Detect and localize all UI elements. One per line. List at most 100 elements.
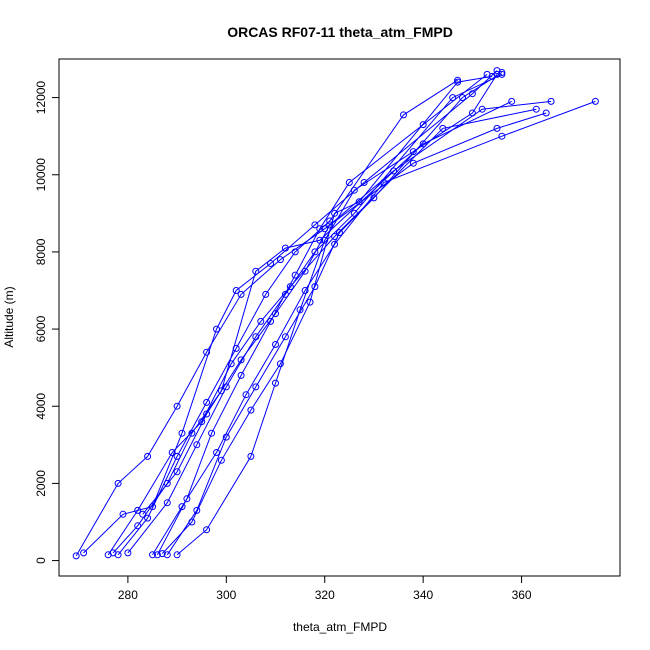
data-point (119, 510, 127, 518)
series-line (107, 108, 537, 556)
series-line (142, 100, 552, 515)
data-point (355, 198, 363, 206)
data-point (316, 236, 324, 244)
data-point (203, 398, 211, 406)
chart-title: ORCAS RF07-11 theta_atm_FMPD (227, 24, 453, 40)
data-point (188, 429, 196, 437)
data-point (272, 310, 279, 318)
series-layer (72, 67, 599, 560)
data-point (345, 179, 353, 186)
data-point (163, 551, 171, 559)
data-point (498, 132, 506, 140)
data-point (488, 72, 496, 80)
data-point (400, 111, 407, 119)
y-axis: 0 2000 4000 6000 8000 10000 12000 (34, 81, 60, 564)
data-point (306, 298, 314, 306)
data-point (498, 69, 506, 76)
data-point (272, 341, 279, 348)
data-point (217, 387, 225, 395)
data-point (134, 522, 142, 530)
series-10 (158, 72, 496, 558)
data-point (173, 551, 181, 559)
data-point (286, 283, 294, 291)
data-point (301, 287, 309, 294)
data-point (252, 267, 260, 275)
data-point (163, 479, 171, 487)
series-line (152, 100, 596, 556)
data-point (203, 348, 211, 356)
y-tick-label: 4000 (34, 393, 48, 420)
data-point (178, 503, 186, 511)
series-line (127, 73, 503, 554)
data-point (168, 449, 176, 456)
data-point (203, 526, 211, 534)
data-point (124, 549, 132, 557)
data-point (208, 429, 216, 437)
data-point (158, 550, 166, 558)
data-point (222, 433, 230, 441)
y-tick-label: 6000 (34, 315, 48, 342)
data-point (331, 240, 339, 248)
data-point (163, 499, 171, 507)
data-point (360, 179, 368, 186)
data-point (213, 449, 220, 456)
x-tick-label: 320 (315, 588, 335, 602)
series-9 (139, 97, 555, 518)
data-point (144, 514, 152, 522)
series-line (75, 112, 547, 557)
data-point (232, 287, 240, 294)
x-tick-label: 340 (413, 588, 433, 602)
data-point (370, 194, 378, 202)
data-point (183, 495, 191, 503)
data-point (193, 506, 201, 514)
data-point (173, 468, 181, 476)
series-8 (163, 69, 506, 559)
data-point (276, 360, 284, 368)
data-point (281, 333, 289, 341)
data-point (311, 248, 319, 256)
data-point (419, 140, 427, 148)
series-11 (109, 97, 516, 557)
y-tick-label: 2000 (34, 470, 48, 497)
data-point (134, 506, 142, 514)
data-point (350, 209, 358, 217)
data-point (439, 124, 447, 132)
data-point (331, 209, 339, 217)
data-point (390, 167, 398, 175)
data-point (188, 518, 196, 526)
data-point (542, 109, 550, 117)
data-point (267, 317, 275, 325)
data-point (459, 94, 466, 102)
y-tick-label: 10000 (34, 158, 48, 192)
data-point (454, 78, 462, 86)
data-point (247, 452, 255, 460)
series-line (161, 75, 493, 554)
data-point (203, 410, 211, 418)
data-point (336, 229, 343, 237)
data-point (409, 148, 417, 156)
data-point (227, 360, 235, 368)
data-point (301, 267, 309, 275)
series-6 (124, 70, 506, 557)
data-point (478, 105, 486, 113)
data-point (272, 379, 279, 387)
data-point (247, 406, 255, 414)
data-point (591, 97, 599, 105)
data-point (242, 391, 250, 399)
data-point (80, 549, 88, 557)
series-line (166, 72, 503, 556)
data-point (153, 551, 161, 559)
data-point (532, 105, 540, 113)
data-point (257, 317, 265, 325)
series-4 (104, 105, 540, 559)
data-point (419, 121, 427, 129)
y-tick-label: 0 (34, 557, 48, 564)
series-3 (72, 109, 550, 560)
data-point (193, 441, 201, 449)
y-tick-label: 8000 (34, 238, 48, 265)
data-point (311, 221, 319, 229)
data-point (262, 290, 270, 298)
data-point (114, 479, 122, 487)
data-point (296, 306, 304, 314)
